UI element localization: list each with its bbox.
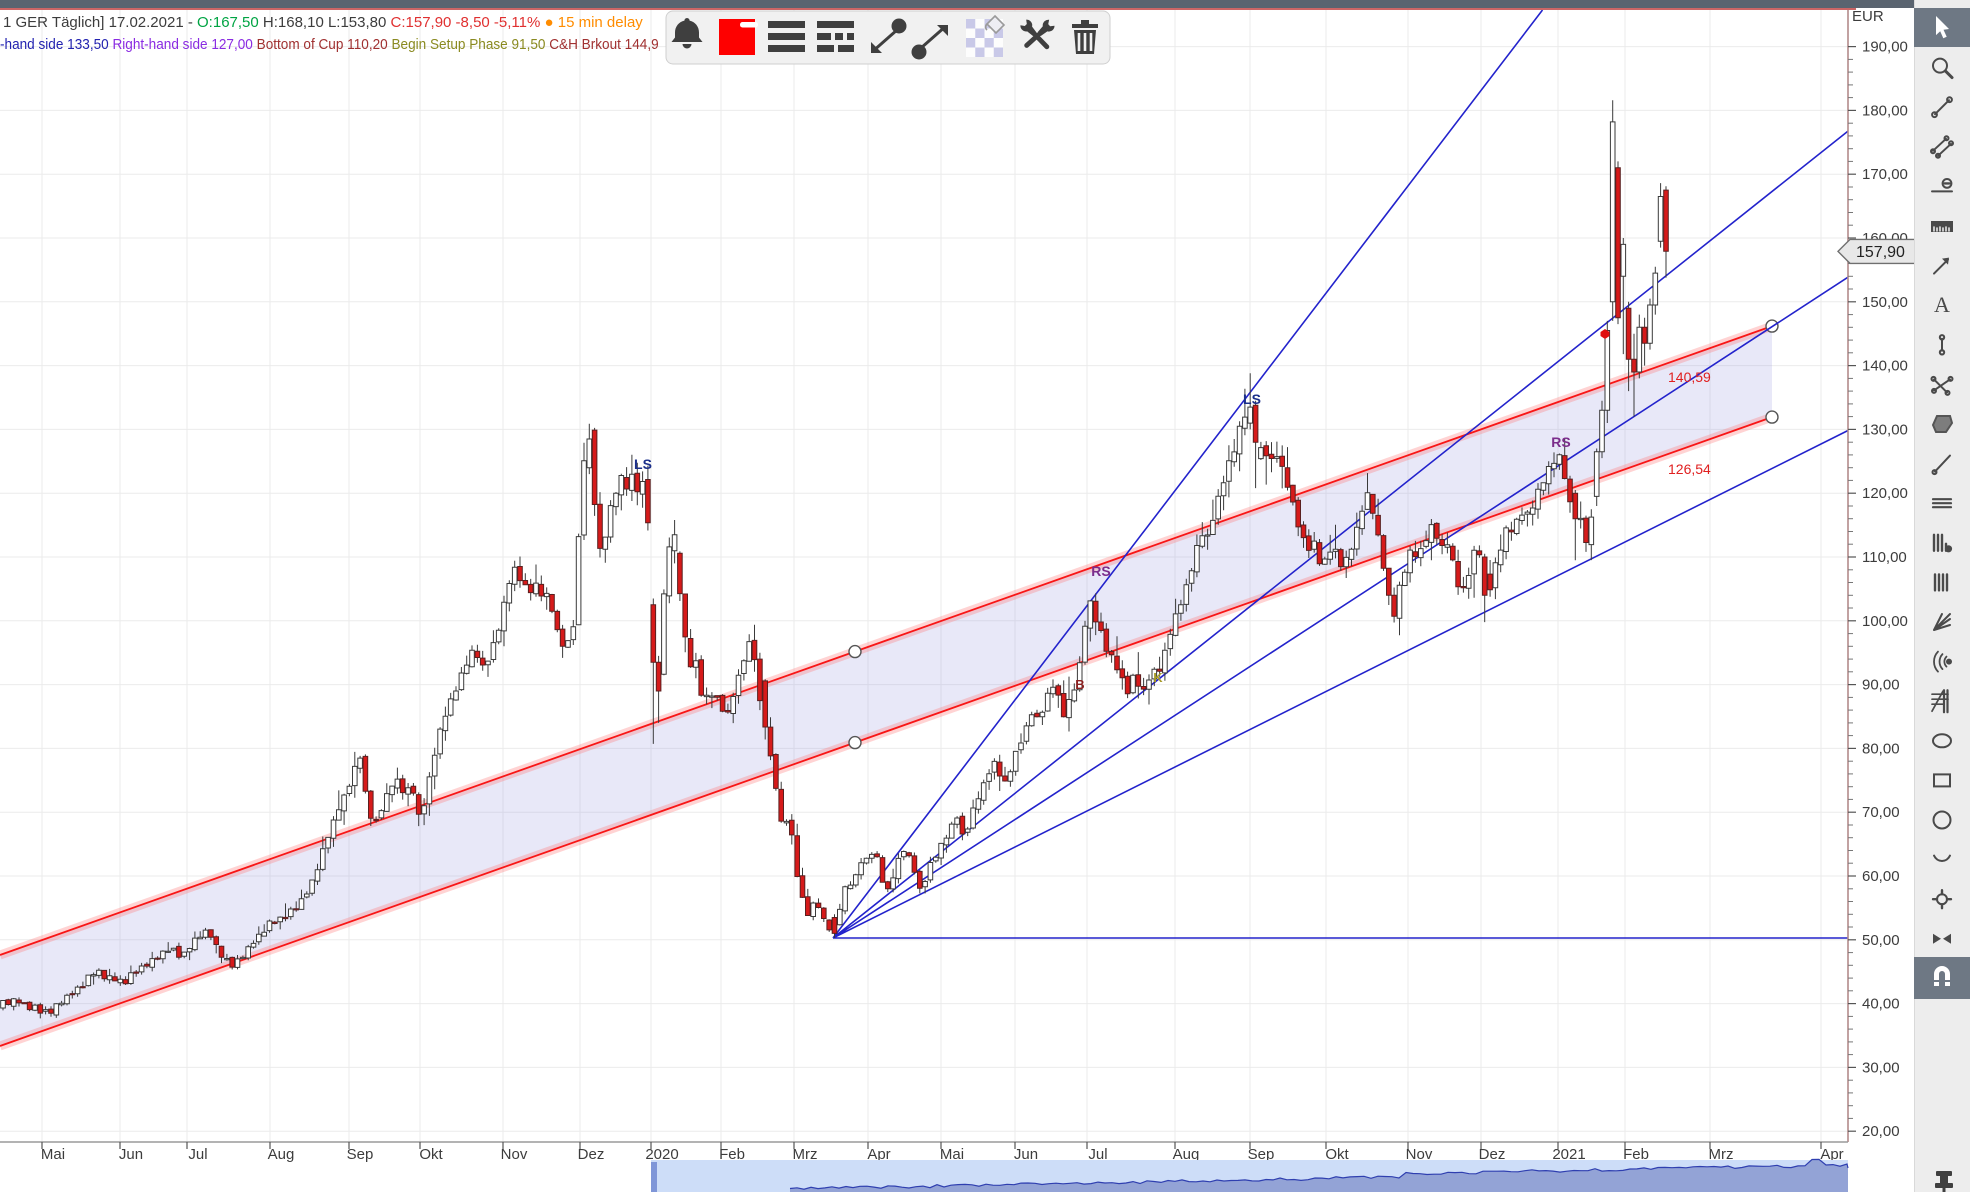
svg-text:2021: 2021 — [1552, 1146, 1585, 1163]
svg-text:LS: LS — [1243, 391, 1261, 407]
svg-text:180,00: 180,00 — [1862, 102, 1908, 119]
svg-text:EUR: EUR — [1852, 8, 1884, 25]
svg-text:Jun: Jun — [1014, 1146, 1038, 1163]
svg-text:Sep: Sep — [1248, 1146, 1275, 1163]
svg-text:110,00: 110,00 — [1862, 549, 1907, 566]
svg-text:70,00: 70,00 — [1862, 804, 1900, 821]
svg-text:Nov: Nov — [1406, 1146, 1433, 1163]
svg-text:157,90: 157,90 — [1856, 244, 1905, 261]
svg-text:170,00: 170,00 — [1862, 166, 1908, 183]
svg-text:Jul: Jul — [188, 1146, 207, 1163]
svg-text:Apr: Apr — [1820, 1146, 1843, 1163]
svg-text:Jun: Jun — [119, 1146, 143, 1163]
svg-text:100,00: 100,00 — [1862, 613, 1908, 630]
svg-text:130,00: 130,00 — [1862, 421, 1908, 438]
svg-text:Aug: Aug — [268, 1146, 295, 1163]
svg-text:K: K — [1153, 670, 1163, 685]
svg-text:40,00: 40,00 — [1862, 996, 1900, 1013]
svg-text:Dez: Dez — [1479, 1146, 1506, 1163]
svg-text:Mai: Mai — [940, 1146, 964, 1163]
svg-text:60,00: 60,00 — [1862, 868, 1900, 885]
svg-text:20,00: 20,00 — [1862, 1123, 1900, 1140]
svg-text:B: B — [1075, 677, 1084, 692]
svg-text:Mai: Mai — [41, 1146, 65, 1163]
svg-text:90,00: 90,00 — [1862, 677, 1900, 694]
svg-text:2020: 2020 — [645, 1146, 678, 1163]
svg-text:Aug: Aug — [1173, 1146, 1200, 1163]
svg-text:Dez: Dez — [578, 1146, 605, 1163]
svg-text:RS: RS — [1551, 434, 1570, 450]
svg-text:Nov: Nov — [501, 1146, 528, 1163]
svg-text:150,00: 150,00 — [1862, 294, 1908, 311]
svg-text:80,00: 80,00 — [1862, 740, 1900, 757]
svg-text:Sep: Sep — [347, 1146, 374, 1163]
svg-text:Okt: Okt — [1325, 1146, 1349, 1163]
svg-text:A: A — [1934, 292, 1950, 317]
svg-text:190,00: 190,00 — [1862, 39, 1908, 56]
svg-text:Apr: Apr — [867, 1146, 890, 1163]
svg-text:Mrz: Mrz — [1709, 1146, 1734, 1163]
svg-text:RS: RS — [1091, 563, 1110, 579]
svg-text:140,59: 140,59 — [1668, 369, 1711, 385]
svg-text:Okt: Okt — [419, 1146, 443, 1163]
svg-text:Feb: Feb — [1623, 1146, 1649, 1163]
svg-text:Feb: Feb — [719, 1146, 745, 1163]
svg-text:120,00: 120,00 — [1862, 485, 1908, 502]
svg-text:50,00: 50,00 — [1862, 932, 1900, 949]
svg-text:140,00: 140,00 — [1862, 358, 1908, 375]
svg-text:Jul: Jul — [1088, 1146, 1107, 1163]
svg-text:LS: LS — [634, 456, 652, 472]
svg-text:30,00: 30,00 — [1862, 1059, 1900, 1076]
svg-text:Mrz: Mrz — [793, 1146, 818, 1163]
svg-text:126,54: 126,54 — [1668, 461, 1711, 477]
